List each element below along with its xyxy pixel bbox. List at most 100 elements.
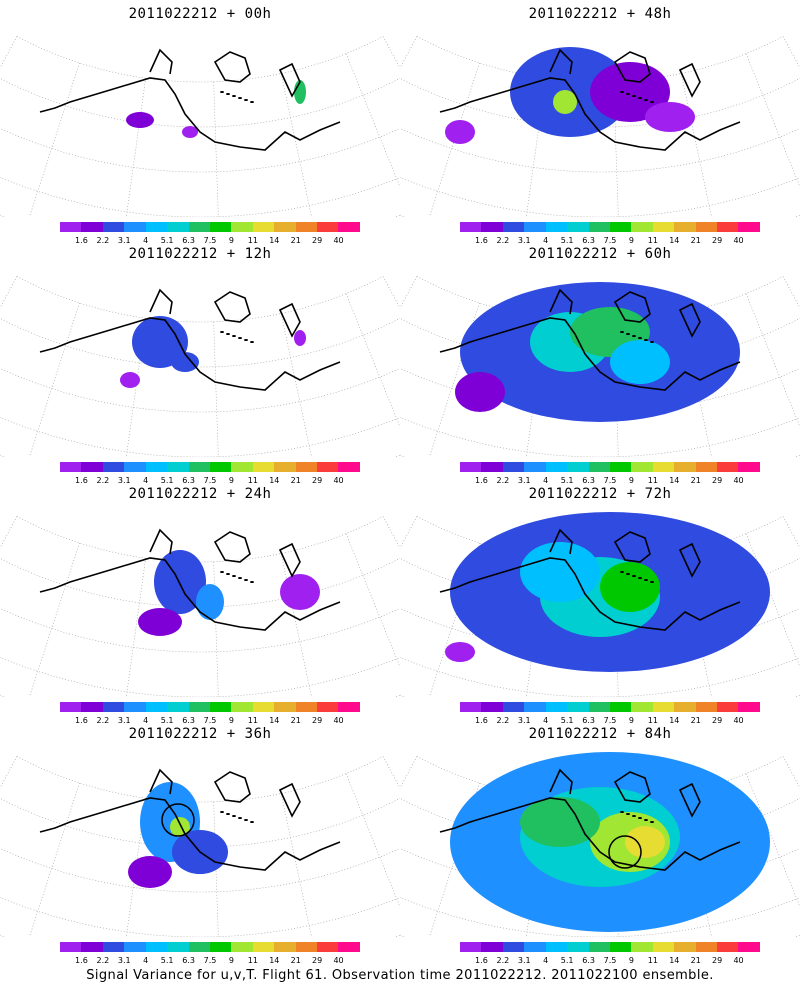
- colorbar-tick-label: 9: [228, 956, 234, 965]
- colorbar-swatch: [481, 222, 503, 232]
- coastline: [439, 528, 741, 631]
- colorbar-swatch: [609, 222, 632, 232]
- colorbar-tick-label: 2.2: [496, 236, 510, 245]
- colorbar-tick-label: 7.5: [603, 236, 617, 245]
- colorbar-swatch: [460, 942, 482, 952]
- colorbar-labels: 1.6 2.2 3.1 4 5.1 6.3 7.5 9 11 14 21 29 40: [60, 956, 360, 966]
- colorbar-tick-label: 5.1: [160, 956, 174, 965]
- colorbar-tick-label: 21: [290, 956, 301, 965]
- variance-blob: [445, 642, 475, 662]
- colorbar-swatch: [567, 942, 589, 952]
- colorbar-swatch: [231, 942, 253, 952]
- colorbar-swatch: [717, 462, 739, 472]
- colorbar-tick-label: 1.6: [75, 716, 88, 725]
- map-panel: 2011022212 + 24h 1.6 2.2 3.1 4 5.1 6.3 7.5 9 11 14…: [0, 480, 400, 725]
- panel-title: 2011022212 + 48h: [528, 6, 672, 22]
- colorbar-tick-label: 21: [290, 236, 301, 245]
- colorbar-labels: 1.6 2.2 3.1 4 5.1 6.3 7.5 9 11 14 21 29 40: [460, 956, 760, 966]
- panel-title: 2011022212 + 36h: [128, 726, 272, 742]
- colorbar-swatch: [674, 702, 696, 712]
- colorbar-tick-label: 11: [647, 476, 658, 485]
- colorbar-swatch: [524, 222, 546, 232]
- colorbar-swatch: [295, 462, 318, 472]
- colorbar-swatch: [738, 942, 760, 952]
- colorbar-tick-label: 14: [669, 956, 680, 965]
- colorbar-labels: 1.6 2.2 3.1 4 5.1 6.3 7.5 9 11 14 21 29 40: [60, 716, 360, 726]
- colorbar-swatch: [102, 942, 125, 952]
- variance-blob: [610, 340, 670, 384]
- colorbar-swatch: [188, 702, 210, 712]
- colorbar-swatch: [252, 222, 275, 232]
- colorbar-tick-label: 9: [228, 716, 234, 725]
- colorbar-swatch: [481, 942, 503, 952]
- colorbar-swatch: [588, 942, 610, 952]
- colorbar-swatch: [738, 222, 760, 232]
- colorbar-swatch: [145, 222, 168, 232]
- colorbar-tick-label: 21: [290, 476, 301, 485]
- colorbar-swatch: [274, 942, 296, 952]
- colorbar-tick-label: 29: [312, 476, 323, 485]
- variance-blob: [154, 550, 206, 614]
- colorbar-tick-label: 7.5: [203, 716, 217, 725]
- colorbar-tick-label: 5.1: [560, 956, 574, 965]
- colorbar-tick-label: 2.2: [496, 476, 510, 485]
- colorbar-swatch: [545, 942, 568, 952]
- colorbar-tick-label: 11: [647, 956, 658, 965]
- colorbar-tick-label: 4: [543, 956, 549, 965]
- variance-blob: [126, 112, 154, 128]
- colorbar-swatch: [81, 702, 103, 712]
- colorbar-tick-label: 7.5: [203, 956, 217, 965]
- colorbar-swatch: [124, 702, 146, 712]
- colorbar-swatch: [502, 462, 525, 472]
- colorbar-swatch: [545, 702, 568, 712]
- variance-blob: [182, 126, 198, 138]
- colorbar-tick-label: 21: [690, 956, 701, 965]
- coastline: [39, 288, 341, 391]
- colorbar-swatch: [338, 702, 360, 712]
- map-panel: 2011022212 + 12h 1.6 2.2 3.1 4 5.1 6.3 7.5 9 11 14…: [0, 240, 400, 485]
- colorbar-swatch: [60, 702, 82, 712]
- map-panel: 2011022212 + 72h 1.6 2.2 3.1 4 5.1 6.3 7.5 9 11 14…: [400, 480, 800, 725]
- colorbar-tick-label: 29: [312, 236, 323, 245]
- colorbar-swatch: [609, 462, 632, 472]
- colorbar-tick-label: 9: [228, 476, 234, 485]
- colorbar-tick-label: 9: [628, 236, 634, 245]
- coastline: [39, 528, 341, 631]
- colorbar-swatch: [524, 462, 546, 472]
- colorbar-swatch: [717, 222, 739, 232]
- colorbar-tick-label: 5.1: [160, 476, 174, 485]
- colorbar-tick-label: 40: [733, 716, 744, 725]
- variance-blob: [625, 826, 665, 858]
- colorbar-tick-label: 6.3: [582, 236, 595, 245]
- colorbar-swatch: [524, 702, 546, 712]
- colorbar-swatch: [231, 462, 253, 472]
- colorbar-tick-label: 3.1: [117, 236, 131, 245]
- colorbar-swatch: [502, 702, 525, 712]
- polar-map: [0, 756, 400, 937]
- colorbar-tick-label: 1.6: [75, 236, 88, 245]
- colorbar-tick-label: 1.6: [475, 236, 488, 245]
- colorbar-swatch: [652, 942, 675, 952]
- colorbar-tick-label: 3.1: [117, 716, 131, 725]
- colorbar-tick-label: 1.6: [475, 716, 488, 725]
- colorbar-tick-label: 40: [733, 476, 744, 485]
- colorbar-tick-label: 4: [143, 956, 149, 965]
- colorbar-swatch: [274, 222, 296, 232]
- colorbar-swatch: [460, 222, 482, 232]
- colorbar-swatch: [231, 222, 253, 232]
- colorbar-tick-label: 40: [333, 476, 344, 485]
- colorbar-tick-label: 11: [247, 236, 258, 245]
- colorbar-swatch: [102, 702, 125, 712]
- colorbar: [60, 222, 360, 234]
- colorbar-swatch: [545, 462, 568, 472]
- colorbar-swatch: [209, 222, 232, 232]
- colorbar: [460, 942, 760, 954]
- colorbar-tick-label: 7.5: [603, 716, 617, 725]
- colorbar-swatch: [460, 462, 482, 472]
- colorbar-swatch: [738, 462, 760, 472]
- colorbar-tick-label: 3.1: [517, 956, 531, 965]
- colorbar-tick-label: 14: [269, 476, 280, 485]
- colorbar-swatch: [295, 222, 318, 232]
- colorbar-swatch: [274, 702, 296, 712]
- colorbar-tick-label: 40: [333, 236, 344, 245]
